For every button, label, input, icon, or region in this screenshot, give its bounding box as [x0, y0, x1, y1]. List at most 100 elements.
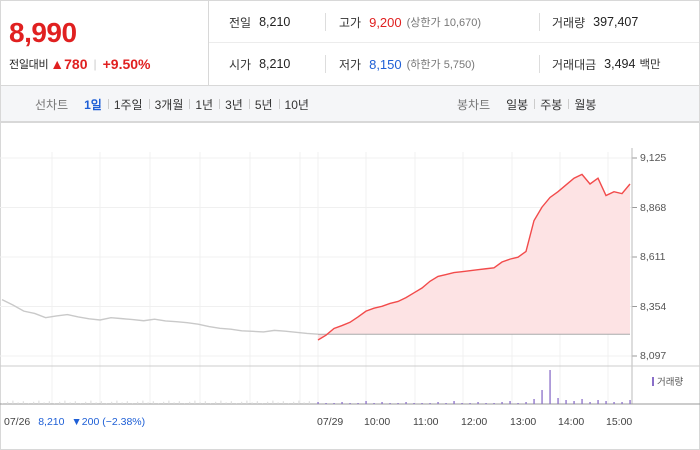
open-cell: 시가 8,210	[229, 43, 290, 85]
volume-legend: 거래량	[652, 374, 683, 388]
volume-bar	[597, 400, 599, 404]
prev-volume-bar	[69, 402, 71, 404]
volume-bar	[565, 400, 567, 404]
prev-volume-bar	[121, 402, 123, 404]
prev-volume-bar	[282, 401, 284, 404]
amount-value: 3,494	[604, 57, 636, 71]
volume-cell: 거래량 397,407	[552, 1, 638, 43]
amount-cell: 거래대금 3,494 백만	[552, 43, 661, 85]
open-value: 8,210	[259, 57, 291, 71]
tab-weekly-candle[interactable]: 주봉	[534, 96, 568, 113]
candle-chart-tabs: 봉차트 일봉 주봉 월봉	[457, 86, 602, 122]
prev-volume-bar	[116, 400, 118, 404]
x-tick-label: 15:00	[606, 416, 633, 428]
prev-volume-bar	[147, 402, 149, 404]
volume-bar	[589, 402, 591, 404]
prev-volume-bar	[111, 401, 113, 404]
prev-volume-bar	[33, 401, 35, 404]
prev-volume-bar	[241, 401, 243, 404]
volume-bar	[509, 401, 511, 404]
price-chart[interactable]: 9,125 8,868 8,611 8,354 8,097 거래량 07/26 …	[0, 122, 700, 450]
prev-volume-bar	[126, 401, 128, 404]
chart-canvas	[0, 122, 700, 450]
change-percent: +9.50%	[102, 56, 151, 72]
tab-5year[interactable]: 5년	[248, 96, 279, 113]
prev-volume-bar	[106, 403, 107, 404]
divider	[325, 13, 326, 31]
prev-volume-bar	[142, 400, 144, 404]
prev-volume-bar	[90, 400, 92, 404]
volume-label: 거래량	[552, 15, 586, 30]
tab-monthly-candle[interactable]: 월봉	[568, 96, 602, 113]
volume-bar	[317, 402, 319, 404]
prev-volume-bar	[184, 403, 185, 404]
line-chart-tabs: 선차트 1일 1주일 3개월 1년 3년 5년 10년	[35, 86, 315, 122]
tab-3year[interactable]: 3년	[219, 96, 249, 113]
volume-bar	[557, 398, 559, 404]
tab-3month[interactable]: 3개월	[148, 96, 190, 113]
prev-volume-bar	[43, 402, 45, 404]
tab-daily-candle[interactable]: 일봉	[506, 97, 529, 112]
volume-value: 397,407	[593, 15, 639, 29]
prev-volume-bar	[2, 403, 3, 404]
current-price: 8,990	[9, 17, 77, 48]
amount-unit: 백만	[639, 59, 661, 71]
prev-volume-bar	[163, 401, 165, 404]
prev-volume-bar	[210, 403, 211, 404]
prev-volume-bar	[132, 403, 133, 404]
prev-volume-bar	[256, 401, 258, 404]
volume-bar	[397, 403, 399, 404]
prev-volume-bar	[173, 402, 175, 404]
y-tick-label: 8,611	[640, 251, 666, 263]
quote-row-2: 시가 8,210 저가 8,150 (하한가 5,750) 거래대금 3,494…	[209, 43, 699, 85]
volume-bar	[525, 402, 527, 404]
tab-10year[interactable]: 10년	[278, 96, 315, 113]
prev-volume-bar	[303, 402, 305, 404]
volume-bar	[357, 403, 359, 404]
volume-bar	[485, 403, 487, 404]
amount-label: 거래대금	[552, 57, 597, 72]
prev-volume-bar	[220, 400, 222, 404]
prev-volume-bar	[308, 401, 310, 404]
volume-bar	[453, 401, 455, 404]
volume-bar	[581, 399, 583, 404]
prev-volume-bar	[288, 403, 289, 404]
change-value: 780	[64, 56, 88, 72]
prev-volume-bar	[85, 401, 87, 404]
prev-volume-bar	[262, 403, 263, 404]
prev-close-cell: 전일 8,210	[229, 1, 290, 43]
quote-row-1: 전일 8,210 고가 9,200 (상한가 10,670) 거래량 397,4…	[209, 1, 699, 43]
volume-bar	[445, 403, 447, 404]
tab-1year[interactable]: 1년	[189, 96, 219, 113]
prev-volume-bar	[204, 401, 206, 404]
volume-bar	[621, 402, 623, 404]
volume-bar	[413, 403, 415, 404]
change-label: 전일대비	[9, 59, 49, 71]
x-tick-label: 13:00	[510, 416, 537, 428]
prev-day-info: 07/26 8,210 ▼200 (−2.38%)	[4, 416, 145, 428]
prev-volume-bar	[54, 403, 55, 404]
volume-bar	[333, 403, 335, 404]
tab-1day[interactable]: 1일	[84, 97, 102, 112]
volume-bar	[517, 403, 519, 404]
high-cell: 고가 9,200 (상한가 10,670)	[339, 1, 481, 43]
prev-volume-bar	[17, 402, 19, 404]
volume-bar	[549, 370, 551, 404]
tab-1week[interactable]: 1주일	[107, 96, 149, 113]
prev-volume-bar	[168, 400, 170, 404]
high-label: 고가	[339, 15, 362, 30]
volume-bar	[613, 402, 615, 404]
open-label: 시가	[229, 57, 252, 72]
prev-volume-bar	[95, 402, 97, 404]
high-value: 9,200	[369, 14, 402, 30]
low-cell: 저가 8,150 (하한가 5,750)	[339, 43, 475, 85]
low-label: 저가	[339, 57, 362, 72]
prev-volume-bar	[28, 403, 29, 404]
quote-grid: 전일 8,210 고가 9,200 (상한가 10,670) 거래량 397,4…	[209, 1, 699, 85]
prev-volume-bar	[246, 400, 248, 404]
divider	[539, 13, 540, 31]
prev-volume-bar	[48, 401, 50, 404]
prev-volume-bar	[251, 402, 253, 404]
prev-volume-bar	[199, 402, 201, 404]
prev-volume-bar	[267, 401, 269, 404]
